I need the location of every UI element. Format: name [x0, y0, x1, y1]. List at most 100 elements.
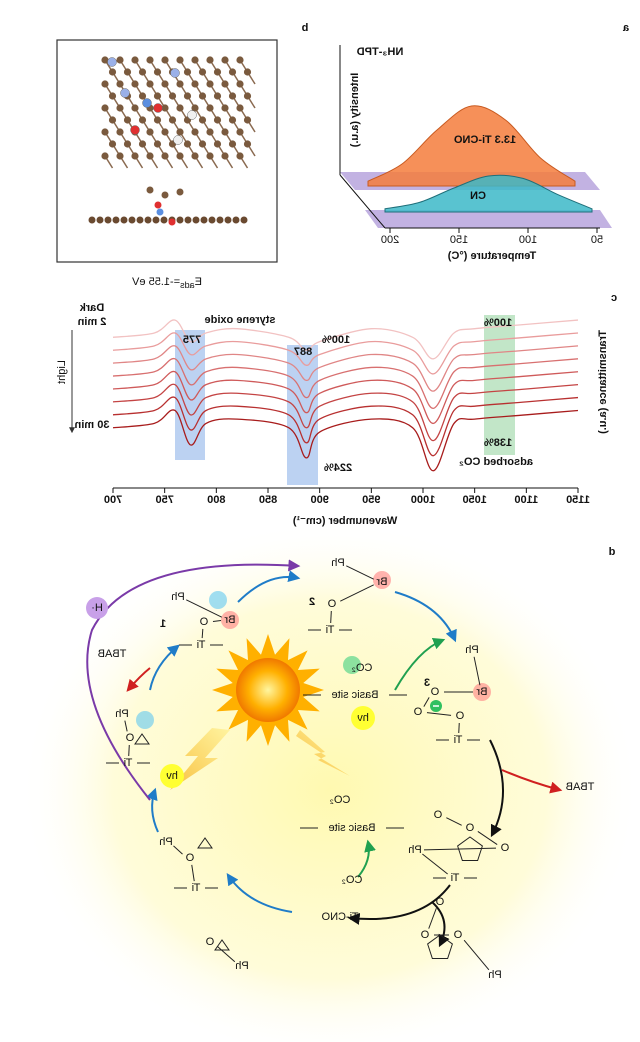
bond — [201, 628, 204, 639]
step-number: 1 — [160, 618, 166, 630]
reagent-label: TBAB — [566, 781, 595, 793]
reaction-arrow — [86, 559, 301, 801]
bond — [473, 656, 481, 686]
atom — [200, 216, 208, 224]
epoxide-ring — [134, 733, 150, 745]
annotation: Light — [56, 360, 68, 384]
spectrum-line — [112, 409, 579, 472]
atom — [243, 68, 252, 76]
atom — [116, 152, 124, 160]
atom-label: O — [465, 822, 474, 834]
reaction-arrow — [237, 570, 301, 603]
epoxide-ring — [197, 837, 213, 849]
x-tick-label: 950 — [362, 494, 380, 506]
bond — [477, 831, 498, 845]
bond — [463, 939, 490, 971]
atom — [240, 216, 248, 224]
atom — [153, 92, 162, 100]
atom — [176, 188, 184, 196]
catalyst-label: Ti-CNO — [321, 911, 358, 923]
atom — [191, 152, 199, 160]
site-label: Basic site — [331, 689, 378, 701]
atom — [168, 218, 176, 226]
co2-label: CO₂ — [352, 662, 373, 674]
light-bolt — [296, 730, 350, 776]
atom-label: O — [199, 616, 208, 628]
atom — [101, 80, 109, 88]
atom-label: Ph — [408, 844, 421, 856]
atom — [228, 68, 237, 76]
atom — [213, 140, 222, 148]
atom — [213, 116, 222, 124]
atom — [146, 152, 154, 160]
atom — [146, 186, 154, 194]
epoxide-ring — [214, 939, 230, 951]
atom — [101, 152, 109, 160]
atom — [120, 88, 130, 98]
bond — [216, 945, 236, 963]
light-label: hν — [166, 770, 178, 782]
atom-label: Br — [376, 576, 387, 588]
atom — [228, 140, 237, 148]
atom — [108, 140, 117, 148]
bond — [340, 584, 374, 602]
atom-label: O — [413, 706, 422, 718]
x-tick-label: 1100 — [514, 494, 538, 506]
annotation: adsorbed CO₂ — [459, 456, 533, 468]
atom — [168, 116, 177, 124]
atom-label: O — [430, 686, 439, 698]
atom — [108, 116, 117, 124]
x-tick-label: 150 — [450, 234, 468, 246]
atom-label: Ti — [124, 757, 133, 769]
atom — [161, 152, 169, 160]
atom — [206, 80, 214, 88]
atom-label: O — [205, 936, 214, 948]
radical-glow — [373, 571, 391, 589]
atom-label: O — [420, 929, 429, 941]
reagent-label: TBAB — [98, 648, 127, 660]
reaction-arrow — [501, 769, 563, 794]
annotation: 138% — [484, 437, 512, 449]
light-bolt — [170, 728, 230, 790]
atom — [183, 68, 192, 76]
atom — [221, 152, 229, 160]
atom — [161, 128, 169, 136]
atom — [191, 128, 199, 136]
atom — [138, 140, 147, 148]
panel-label: a — [622, 22, 629, 34]
bond — [423, 847, 497, 851]
atom — [198, 140, 207, 148]
x-tick-label: 800 — [207, 494, 225, 506]
annotation: 775 — [183, 334, 201, 346]
spectrum-line — [112, 357, 579, 409]
atom — [156, 208, 164, 216]
atom — [138, 92, 147, 100]
atom-label: O — [327, 598, 336, 610]
series-label: Dark — [79, 302, 104, 314]
atom — [153, 140, 162, 148]
atom-label: O — [125, 732, 134, 744]
x-tick-label: 900 — [310, 494, 328, 506]
atom — [116, 56, 124, 64]
atom — [191, 104, 199, 112]
atom — [224, 216, 232, 224]
energy-symbol: E — [195, 276, 202, 288]
x-tick-label: 1050 — [462, 494, 486, 506]
atom-label: Ph — [235, 960, 248, 972]
atom — [104, 216, 112, 224]
reaction-arrow — [489, 739, 504, 838]
bond — [191, 864, 195, 882]
atom — [153, 116, 162, 124]
spectrum-line — [112, 396, 579, 457]
bond — [458, 722, 460, 734]
x-axis-label: Temperature (°C) — [447, 250, 536, 262]
atom — [173, 135, 183, 145]
energy-value: =-1.55 eV — [131, 276, 180, 288]
atom — [243, 140, 252, 148]
axis-line — [339, 174, 386, 229]
atom — [206, 56, 214, 64]
atom — [88, 216, 96, 224]
energy-subscript: ads — [180, 280, 195, 290]
atom — [228, 92, 237, 100]
atom — [206, 104, 214, 112]
